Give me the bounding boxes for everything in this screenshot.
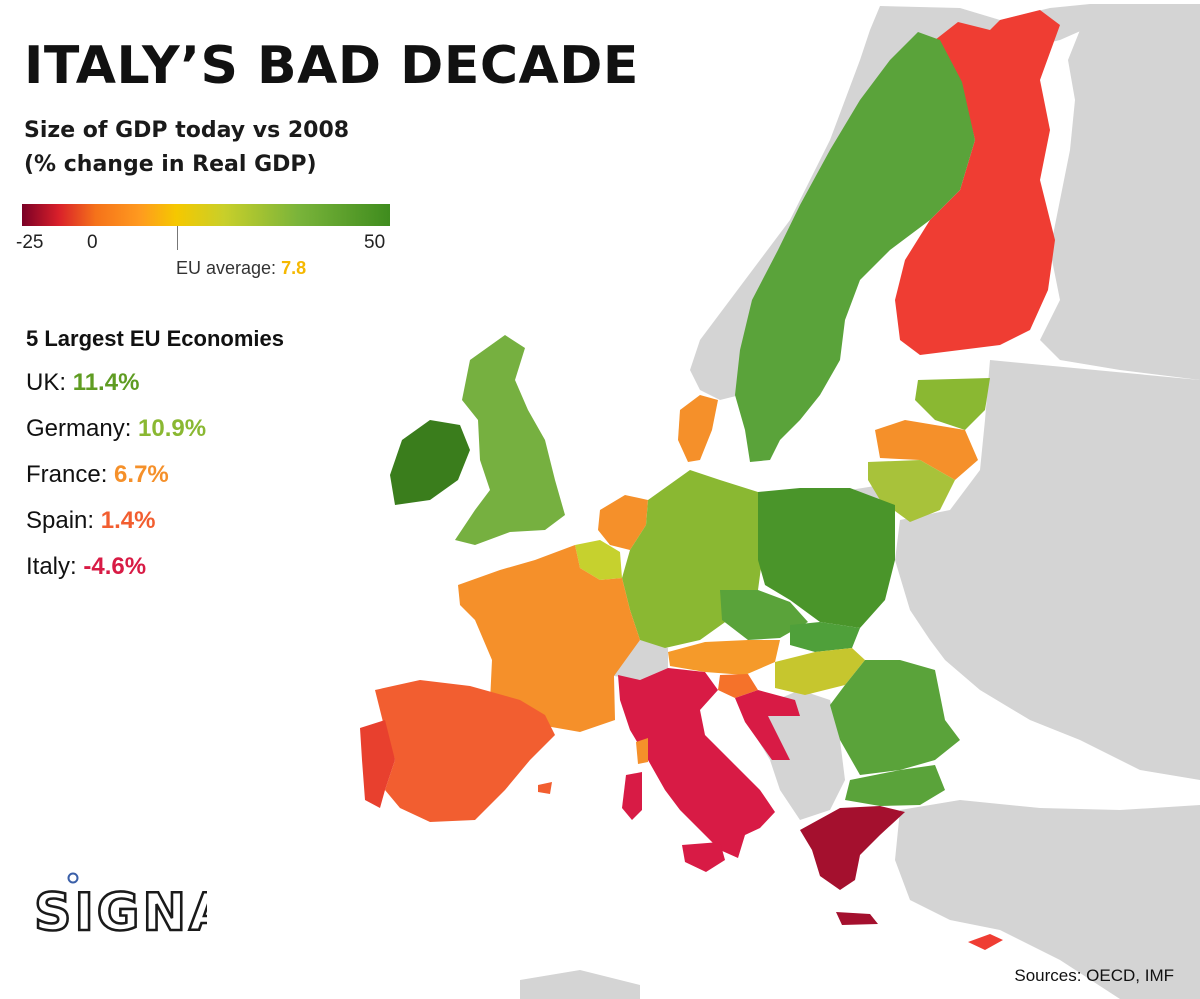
economy-value: 11.4% (72, 369, 140, 396)
subtitle: Size of GDP today vs 2008 (% change in R… (24, 114, 349, 182)
sources-note: Sources: OECD, IMF (1014, 966, 1174, 985)
economy-name: UK: (26, 369, 67, 396)
country-netherlands (598, 495, 648, 550)
subtitle-line-2: (% change in Real GDP) (24, 152, 317, 177)
economy-name: Spain: (26, 507, 95, 534)
eu-average: EU average: 7.8 (176, 258, 306, 279)
country-spain-balearics (538, 782, 552, 794)
economy-name: Germany: (26, 415, 132, 442)
signal-logo: SIGNAL (33, 872, 207, 936)
country-hungary (775, 648, 865, 695)
country-italy-sicily (682, 842, 725, 872)
logo-text: SIGNAL (34, 883, 207, 936)
country-croatia (735, 690, 800, 760)
country-greece (800, 806, 905, 890)
country-greece-crete (836, 912, 878, 925)
economy-value: 1.4% (100, 507, 156, 534)
largest-economies-list: UK: 11.4% Germany: 10.9% France: 6.7% Sp… (26, 368, 206, 598)
subtitle-line-1: Size of GDP today vs 2008 (24, 118, 350, 143)
country-ireland (390, 420, 470, 505)
economy-item: UK: 11.4% (26, 368, 206, 414)
country-czechia (720, 590, 808, 640)
legend-max-label: 50 (364, 232, 386, 253)
legend-zero-tick (177, 226, 178, 250)
economy-item: Germany: 10.9% (26, 414, 206, 460)
country-slovakia (790, 622, 860, 652)
country-italy (618, 668, 775, 858)
region-russia-north (1040, 4, 1200, 380)
economy-item: France: 6.7% (26, 460, 206, 506)
economy-value: 10.9% (138, 415, 207, 442)
country-france (458, 545, 640, 732)
economy-name: France: (26, 461, 108, 488)
country-austria (668, 640, 780, 675)
legend-min-label: -25 (16, 232, 44, 253)
region-north-africa (520, 970, 640, 999)
country-bulgaria (845, 765, 945, 806)
economy-name: Italy: (26, 553, 77, 580)
country-sweden (735, 32, 975, 462)
country-poland (758, 488, 895, 628)
country-france-corsica (636, 738, 648, 764)
eu-average-label: EU average: (176, 258, 277, 278)
economy-value: 6.7% (114, 461, 169, 488)
country-cyprus (968, 934, 1003, 950)
country-denmark (678, 395, 718, 462)
logo-dot-icon (67, 872, 79, 884)
largest-economies-heading: 5 Largest EU Economies (26, 326, 284, 351)
country-romania (830, 660, 960, 775)
legend-color-scale (22, 204, 390, 226)
country-spain (375, 680, 555, 822)
country-estonia (915, 378, 990, 430)
country-portugal (360, 720, 395, 808)
economy-value: -4.6% (83, 553, 147, 580)
country-italy-sardinia (622, 772, 642, 820)
region-eastern-europe (895, 360, 1200, 780)
legend-zero-label: 0 (87, 232, 98, 253)
country-slovenia (718, 674, 758, 698)
country-belgium (575, 540, 622, 580)
region-turkey (895, 800, 1200, 999)
country-uk (455, 335, 565, 545)
country-latvia (875, 420, 978, 480)
region-balkans (752, 690, 845, 820)
economy-item: Italy: -4.6% (26, 552, 206, 598)
region-switzerland (608, 640, 668, 680)
country-finland (895, 10, 1060, 355)
economy-item: Spain: 1.4% (26, 506, 206, 552)
eu-average-value: 7.8 (281, 258, 307, 278)
page-title: ITALY’S BAD DECADE (24, 36, 639, 96)
